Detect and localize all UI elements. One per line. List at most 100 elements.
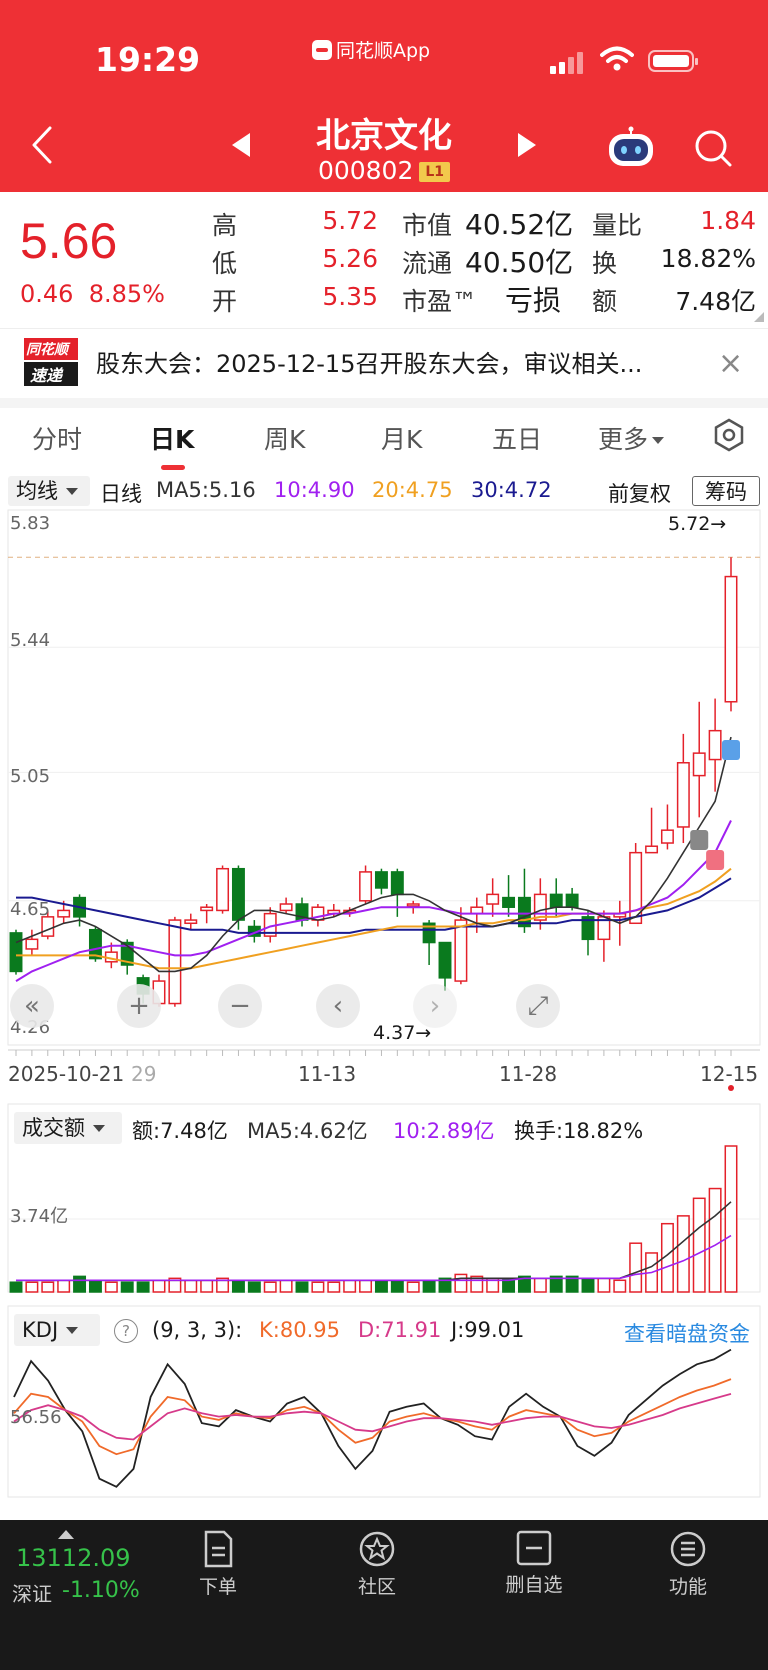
turnover-label: 换 (592, 249, 618, 278)
kline-chart[interactable] (0, 508, 768, 1508)
candle-body (486, 893, 500, 905)
volume-bar (454, 1273, 468, 1293)
volume-ma5-line (16, 1201, 732, 1282)
volume-amount: 额:7.48亿 (132, 1119, 228, 1143)
indicator-selector[interactable]: 均线 (8, 476, 90, 506)
candle-body (168, 919, 182, 1005)
news-headline[interactable]: 股东大会：2025-12-15召开股东大会，审议相关... (96, 350, 643, 378)
volume-bar (406, 1281, 420, 1293)
nav-place-order[interactable]: 下单 (168, 1530, 268, 1599)
kdj-j-line (13, 1348, 732, 1488)
ai-assistant-robot-icon[interactable] (606, 126, 656, 168)
news-banner[interactable] (0, 328, 768, 399)
zoom-in-button[interactable]: + (117, 984, 161, 1028)
chevron-down-icon (66, 1327, 79, 1334)
candle-body (517, 896, 531, 928)
volume-bar (470, 1275, 484, 1293)
volume-indicator-selector[interactable]: 成交额 (14, 1112, 122, 1144)
volume-bar (247, 1281, 261, 1293)
tab-monthly-k[interactable]: 月K (381, 425, 423, 454)
next-stock-icon[interactable] (516, 132, 538, 158)
close-icon[interactable]: × (718, 346, 744, 381)
index-name: 深证 (12, 1582, 52, 1606)
candle-body (200, 906, 214, 912)
nav-functions[interactable]: 功能 (638, 1530, 738, 1599)
low-label: 低 (212, 249, 238, 278)
nav-label: 删自选 (505, 1574, 563, 1596)
tab-intraday[interactable]: 分时 (32, 425, 83, 454)
volume-bar (279, 1279, 293, 1293)
chevron-down-icon (652, 437, 665, 444)
back-arrow-icon[interactable] (30, 125, 54, 165)
scroll-left-fast-button[interactable]: « (10, 984, 54, 1028)
candle-body (533, 893, 547, 921)
sell-signal-marker (722, 740, 740, 760)
nav-remove-watchlist[interactable]: 删自选 (484, 1530, 584, 1597)
fullscreen-icon[interactable]: ⤢ (516, 984, 560, 1028)
zoom-out-button[interactable]: − (218, 984, 262, 1028)
wifi-icon (600, 46, 634, 71)
index-change: -1.10% (62, 1578, 140, 1603)
kline-panel-frame (7, 509, 761, 1046)
date-label: 29 (131, 1062, 157, 1086)
search-icon[interactable] (693, 128, 733, 168)
tab-daily-k[interactable]: 日K (150, 425, 195, 454)
previous-stock-icon[interactable] (230, 132, 252, 158)
chart-tabs (0, 408, 768, 470)
volume-bar (327, 1281, 341, 1293)
index-value[interactable]: 13112.09 (16, 1544, 131, 1572)
dark-pool-funds-link[interactable]: 查看暗盘资金 (624, 1322, 750, 1346)
candle-body (549, 893, 563, 908)
candle-body (25, 938, 39, 950)
scroll-right-button[interactable]: › (413, 984, 457, 1028)
kdj-y-tick: 56.56 (10, 1407, 62, 1428)
candle-body (406, 903, 420, 907)
current-price: 5.66 (20, 213, 118, 269)
adjust-mode[interactable]: 前复权 (608, 482, 671, 506)
nav-label: 社区 (357, 1576, 396, 1598)
volume-bar (692, 1197, 706, 1293)
volume-bar (724, 1145, 738, 1293)
turnover-rate: 换手:18.82% (514, 1119, 644, 1143)
tab-five-day[interactable]: 五日 (492, 425, 543, 454)
chips-button[interactable]: 筹码 (692, 476, 760, 506)
high-label: 高 (212, 211, 238, 240)
expand-up-icon[interactable] (58, 1530, 74, 1539)
tab-weekly-k[interactable]: 周K (264, 425, 306, 454)
level-badge[interactable]: L1 (419, 162, 451, 182)
settings-hexagon-icon[interactable] (712, 418, 746, 452)
date-label: 11-13 (298, 1062, 357, 1086)
volume-bar (168, 1277, 182, 1293)
news-source-name: 同花顺 (26, 342, 68, 358)
pe-ratio-value: 亏损 (505, 284, 562, 317)
kdj-k-value: K:80.95 (259, 1318, 340, 1342)
news-source-tag: 速递 (30, 366, 63, 385)
scroll-left-button[interactable]: ‹ (316, 984, 360, 1028)
expand-corner-icon[interactable] (754, 312, 764, 322)
volume-bar (73, 1275, 87, 1293)
kdj-indicator-selector[interactable]: KDJ (14, 1314, 100, 1346)
candle-body (390, 871, 404, 896)
volume-bar (200, 1279, 214, 1293)
candle-body (645, 845, 659, 854)
help-icon[interactable]: ? (114, 1319, 138, 1343)
market-cap-value: 40.52亿 (465, 208, 574, 241)
latest-date-dot (728, 1085, 734, 1091)
candle-body (422, 922, 436, 944)
volume-bar (359, 1279, 373, 1293)
tab-more[interactable]: 更多 (598, 420, 665, 456)
volume-bar (184, 1279, 198, 1293)
amount-label: 额 (592, 287, 618, 316)
tab-more-label: 更多 (598, 425, 649, 454)
ma5-legend: MA5:5.16 (156, 478, 256, 502)
nav-community[interactable]: 社区 (327, 1530, 427, 1599)
volume-bar (343, 1279, 357, 1293)
chevron-down-icon (66, 488, 78, 495)
ma30-line (16, 877, 732, 934)
volume-bar (136, 1281, 150, 1293)
volume-bar (581, 1277, 595, 1293)
volume-bar (311, 1281, 325, 1293)
candle-body (438, 941, 452, 979)
volume-bar (613, 1279, 627, 1293)
battery-icon (648, 50, 698, 72)
